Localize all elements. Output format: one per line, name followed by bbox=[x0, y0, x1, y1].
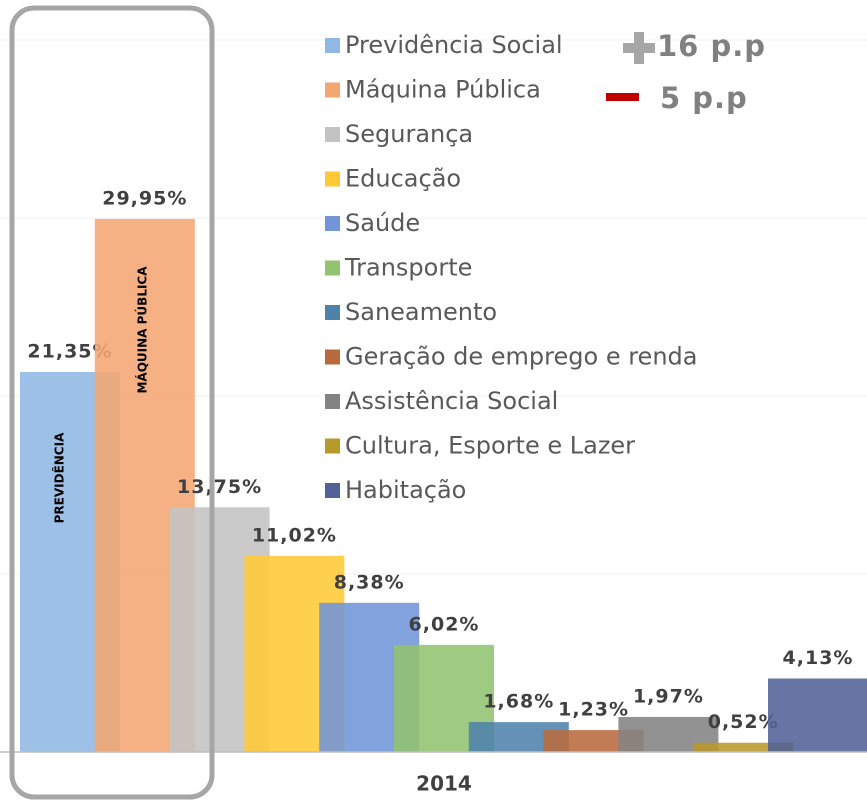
data-label: 29,95% bbox=[102, 187, 187, 209]
legend-swatch bbox=[325, 38, 340, 53]
data-label: 13,75% bbox=[177, 476, 262, 498]
data-label: 1,23% bbox=[558, 699, 629, 721]
annotation: PREVIDÊNCIA bbox=[52, 432, 67, 523]
legend-label: Transporte bbox=[344, 254, 472, 282]
legend-swatch bbox=[325, 127, 340, 142]
minus-icon bbox=[606, 93, 639, 101]
legend-swatch bbox=[325, 438, 340, 454]
legend-label: Cultura, Esporte e Lazer bbox=[345, 432, 635, 460]
data-label: 11,02% bbox=[252, 524, 337, 546]
annotation: 16 p.p bbox=[657, 29, 766, 63]
legend-swatch bbox=[325, 171, 340, 187]
data-label: 4,13% bbox=[783, 647, 854, 669]
annotation: MÁQUINA PÚBLICA bbox=[135, 266, 150, 394]
data-label: 6,02% bbox=[409, 613, 480, 635]
plus-icon bbox=[623, 43, 655, 53]
data-label: 1,97% bbox=[633, 685, 704, 707]
legend-label: Assistência Social bbox=[345, 387, 558, 415]
legend-swatch bbox=[325, 394, 340, 409]
data-label: 21,35% bbox=[27, 340, 112, 362]
legend-label: Máquina Pública bbox=[345, 76, 541, 104]
legend-label: Educação bbox=[345, 165, 461, 193]
legend: Previdência Social Máquina Pública Seguran… bbox=[325, 31, 697, 504]
legend-swatch bbox=[325, 483, 340, 498]
legend-label: Geração de emprego e renda bbox=[345, 343, 697, 371]
bar bbox=[768, 678, 867, 752]
data-label: 1,68% bbox=[483, 691, 554, 713]
legend-label: Saúde bbox=[345, 209, 420, 237]
legend-swatch bbox=[325, 82, 340, 98]
data-label: 8,38% bbox=[334, 571, 405, 593]
legend-swatch bbox=[325, 216, 340, 231]
bar bbox=[693, 742, 794, 752]
data-label: 0,52% bbox=[708, 711, 779, 733]
legend-swatch bbox=[325, 260, 340, 276]
legend-swatch bbox=[325, 305, 340, 320]
legend-label: Saneamento bbox=[345, 298, 497, 326]
legend-label: Segurança bbox=[345, 120, 473, 148]
bars: 21,35%29,95%13,75%11,02%8,38%6,02%1,68% 1… bbox=[20, 187, 867, 752]
legend-swatch bbox=[325, 349, 340, 365]
legend-label: Habitação bbox=[345, 476, 466, 504]
annotation: 5 p.p bbox=[660, 81, 748, 115]
highlight-box bbox=[9, 5, 215, 800]
x-tick-label: 2014 bbox=[416, 772, 472, 796]
legend-label: Previdência Social bbox=[345, 31, 563, 59]
